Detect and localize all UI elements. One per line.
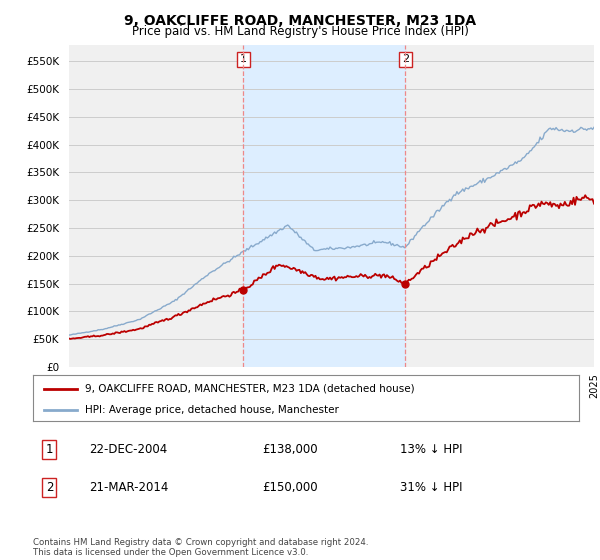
Text: 1: 1	[46, 443, 53, 456]
Text: 1: 1	[240, 54, 247, 64]
Text: 2: 2	[46, 481, 53, 494]
Text: 2: 2	[402, 54, 409, 64]
Text: 21-MAR-2014: 21-MAR-2014	[89, 481, 168, 494]
Text: 22-DEC-2004: 22-DEC-2004	[89, 443, 167, 456]
Bar	[244, 45, 406, 367]
Text: 13% ↓ HPI: 13% ↓ HPI	[400, 443, 463, 456]
Text: 9, OAKCLIFFE ROAD, MANCHESTER, M23 1DA: 9, OAKCLIFFE ROAD, MANCHESTER, M23 1DA	[124, 14, 476, 28]
Text: 9, OAKCLIFFE ROAD, MANCHESTER, M23 1DA (detached house): 9, OAKCLIFFE ROAD, MANCHESTER, M23 1DA (…	[85, 384, 415, 394]
Text: HPI: Average price, detached house, Manchester: HPI: Average price, detached house, Manc…	[85, 405, 339, 414]
Text: Contains HM Land Registry data © Crown copyright and database right 2024.
This d: Contains HM Land Registry data © Crown c…	[33, 538, 368, 557]
Text: 31% ↓ HPI: 31% ↓ HPI	[400, 481, 463, 494]
Text: £150,000: £150,000	[262, 481, 317, 494]
Text: £138,000: £138,000	[262, 443, 317, 456]
Text: Price paid vs. HM Land Registry's House Price Index (HPI): Price paid vs. HM Land Registry's House …	[131, 25, 469, 38]
